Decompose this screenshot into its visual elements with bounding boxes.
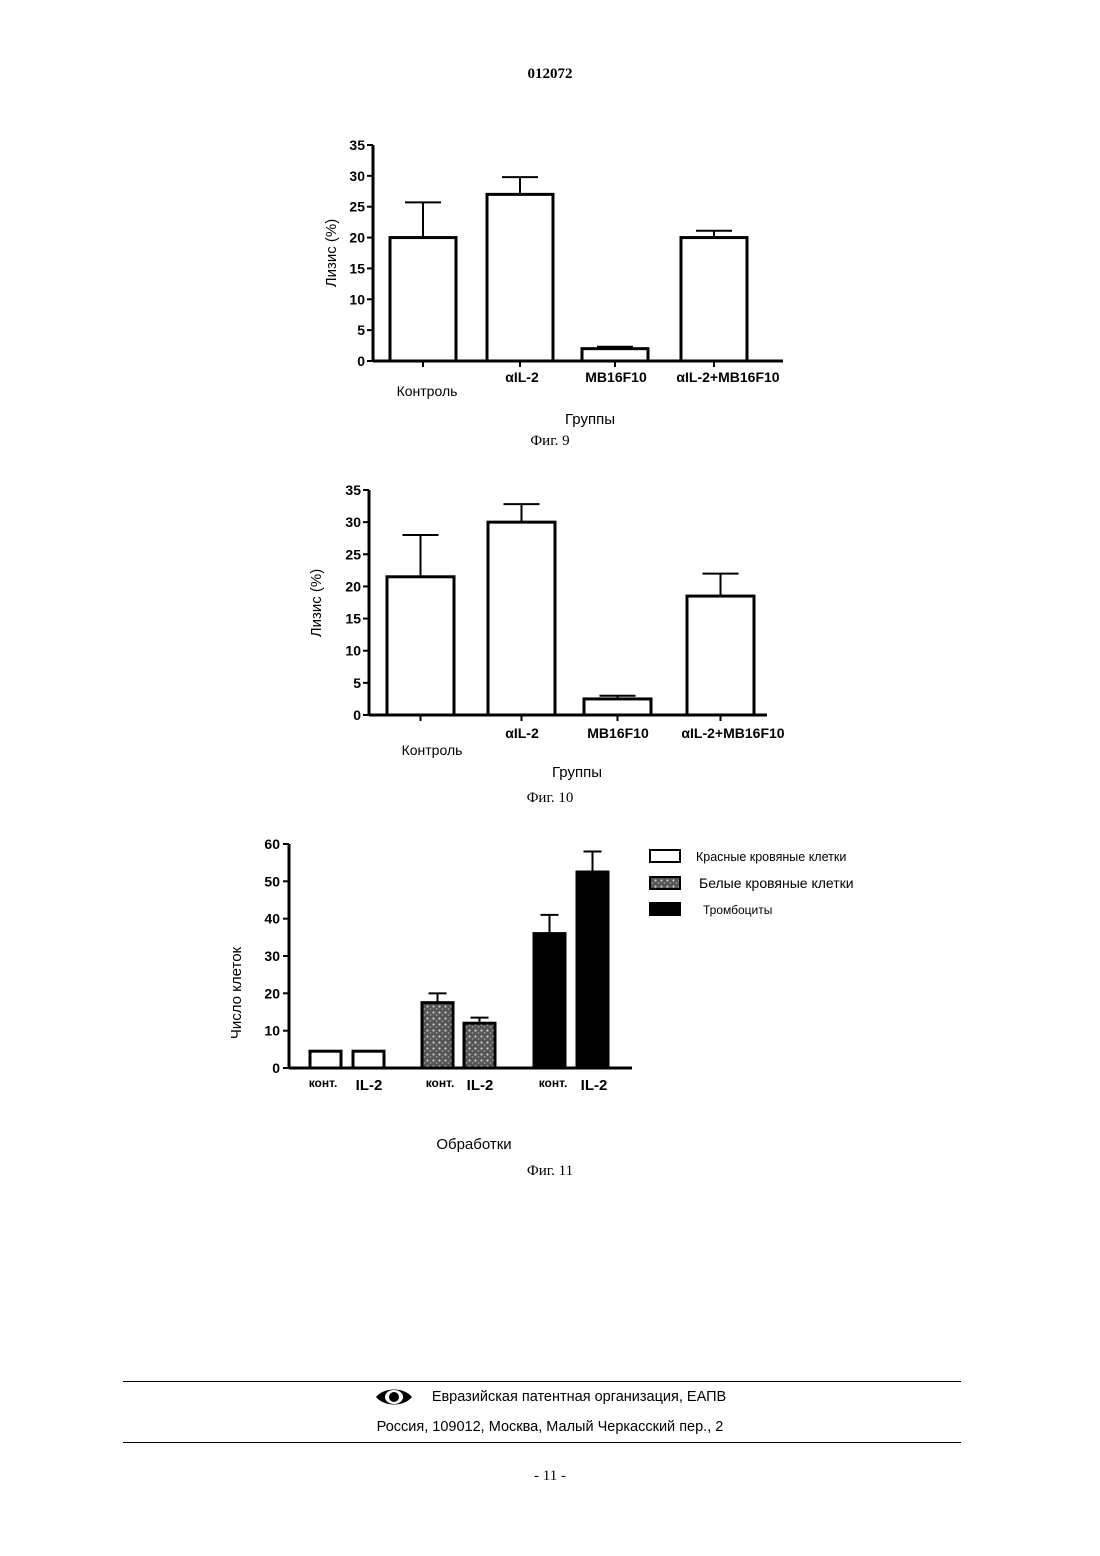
x-tick-label: конт. [309,1076,338,1090]
y-tick-label: 0 [272,1060,280,1076]
bar [464,1023,495,1068]
bar [681,238,747,361]
legend-label: Тромбоциты [703,903,772,917]
x-tick-label: MB16F10 [587,725,649,741]
y-tick-label: 30 [349,168,365,184]
y-tick-label: 10 [345,643,361,659]
x-tick-label: конт. [539,1076,568,1090]
x-tick-label: MB16F10 [585,369,647,385]
x-tick-label: Контроль [397,383,458,399]
x-tick-label: αIL-2+MB16F10 [681,725,784,741]
y-tick-label: 50 [264,873,280,889]
bar [582,349,648,361]
footer-bottom-rule [123,1442,961,1443]
y-tick-label: 5 [353,675,361,691]
y-tick-label: 15 [345,611,361,627]
bar [310,1051,341,1068]
bar [488,522,555,715]
y-tick-label: 35 [349,137,365,153]
bar [577,872,608,1068]
x-tick-label: Контроль [402,742,463,758]
y-tick-label: 5 [357,322,365,338]
bar [487,194,553,361]
figure-11-chart: 0 10 20 30 40 50 60 конт. IL-2 конт. IL-2 конт. IL-2… [0,825,1100,1165]
y-axis-title: Число клеток [228,946,245,1039]
bar [390,238,456,361]
y-tick-label: 30 [345,514,361,530]
bar [584,699,651,715]
bar [387,577,454,715]
legend-swatch [650,850,680,862]
x-tick-label: IL-2 [356,1077,383,1094]
eye-logo-icon [374,1386,414,1408]
y-tick-label: 40 [264,911,280,927]
y-tick-label: 0 [357,353,365,369]
x-axis-title: Группы [565,411,615,428]
y-tick-label: 35 [345,482,361,498]
bar [534,934,565,1068]
y-axis-title: Лизис (%) [308,569,325,637]
figure-9-chart: 0 5 10 15 20 25 30 35 Контроль αIL-2 MB16F10 αIL-2+… [0,0,1100,440]
figure-9-caption: Фиг. 9 [0,433,1100,450]
y-tick-label: 20 [345,578,361,594]
x-tick-label: αIL-2 [505,725,539,741]
figure-11-caption: Фиг. 11 [0,1163,1100,1180]
y-tick-label: 60 [264,836,280,852]
y-tick-label: 0 [353,707,361,723]
x-tick-label: конт. [426,1076,455,1090]
x-tick-label: IL-2 [467,1077,494,1094]
figure-10-chart: 0 5 10 15 20 25 30 35 Контроль αIL-2 MB16F10 αIL-2+… [0,470,1100,790]
figure-10-caption: Фиг. 10 [0,790,1100,807]
x-axis-title: Обработки [436,1136,511,1153]
x-tick-label: αIL-2 [505,369,539,385]
y-tick-label: 25 [349,199,365,215]
y-tick-label: 30 [264,948,280,964]
legend-label: Белые кровяные клетки [699,875,854,891]
bar [422,1003,453,1068]
y-tick-label: 15 [349,260,365,276]
footer-organization: Евразийская патентная организация, ЕАПВ [0,1386,1100,1412]
y-tick-label: 25 [345,546,361,562]
legend-label: Красные кровяные клетки [696,850,846,864]
y-axis-title: Лизис (%) [323,219,340,287]
legend-swatch [650,877,680,889]
bar [687,596,754,715]
y-tick-label: 20 [349,230,365,246]
x-tick-label: αIL-2+MB16F10 [676,369,779,385]
y-tick-label: 10 [264,1023,280,1039]
bar [353,1051,384,1068]
footer-top-rule [123,1381,961,1382]
page-number: - 11 - [0,1468,1100,1485]
x-tick-label: IL-2 [581,1077,608,1094]
footer-org-name: Евразийская патентная организация, ЕАПВ [432,1389,726,1405]
y-tick-label: 10 [349,291,365,307]
legend-swatch [650,903,680,915]
footer-address: Россия, 109012, Москва, Малый Черкасский… [0,1419,1100,1435]
y-tick-label: 20 [264,985,280,1001]
x-axis-title: Группы [552,764,602,781]
